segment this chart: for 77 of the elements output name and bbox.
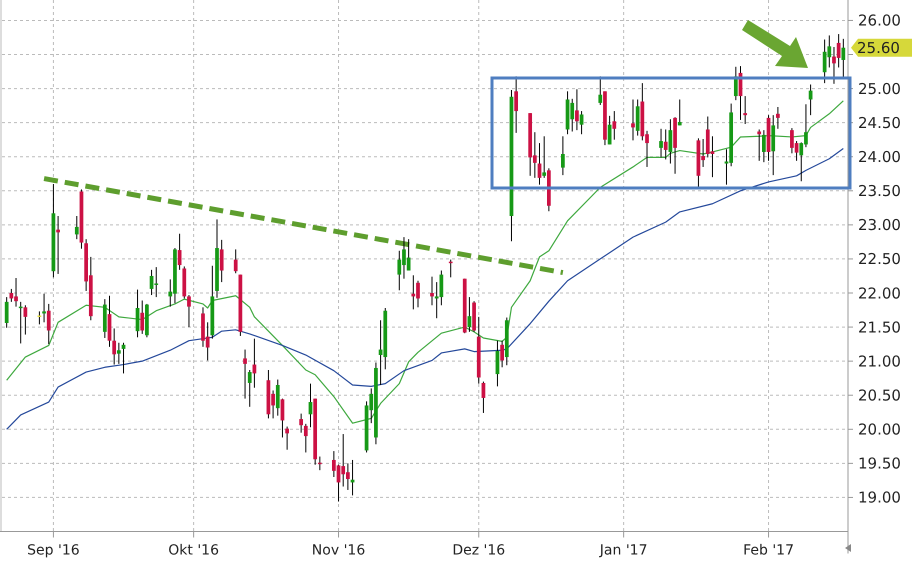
candlestick [808,84,812,116]
y-tick-label: 24.50 [858,114,901,132]
price-tag: 25.60 [851,38,912,57]
line-series [6,100,844,424]
candlestick [776,106,780,130]
y-tick-label: 26.00 [858,12,901,30]
y-tick-label: 20.50 [858,386,901,404]
candlestick [38,310,42,325]
candlestick [248,370,252,408]
candlestick [304,423,308,453]
x-tick-label: Sep '16 [27,542,80,558]
x-tick-label: Nov '16 [312,542,366,558]
y-tick-label: 24.00 [858,148,901,166]
candlestick [561,136,565,176]
y-tick-label: 25.00 [858,80,901,98]
candlestick [738,66,742,120]
candlestick [743,96,748,125]
candlestick [140,300,144,334]
x-tick-label: Okt '16 [168,542,220,558]
candlestick [74,216,79,240]
candlestick [664,128,668,160]
candlestick [350,459,354,496]
y-tick-label: 19.00 [858,488,901,507]
candlestick [575,88,579,131]
candlestick [18,301,23,344]
candlestick [42,293,46,323]
candlestick [116,342,121,364]
y-tick-label: 19.50 [858,454,901,473]
y-tick-label: 21.50 [858,318,901,336]
candlestick [318,456,322,471]
candlestick [482,381,486,414]
candlestick [285,426,289,450]
candlestick [220,239,224,283]
x-tick-label: Dez '16 [452,542,506,558]
candlestick [468,296,472,332]
candlestick [542,136,546,178]
candlestick [56,216,60,274]
candlestick [299,413,304,434]
candlestick [612,110,616,140]
y-tick-label: 20.00 [858,420,901,439]
y-tick-label: 22.00 [858,284,901,302]
candlestick [136,289,140,338]
candlestick [439,270,444,306]
y-tick-label: 22.50 [858,250,901,268]
candlestick [762,130,766,163]
candlestick [580,110,584,135]
line-series [6,148,844,430]
candlestick [252,338,256,388]
candlestick [448,259,453,278]
candlestick [276,379,280,416]
candlestick [631,98,635,141]
candlestick [234,248,238,274]
candlestick [280,398,284,438]
candlestick [678,98,682,126]
candlestick [24,304,28,336]
candlestick [187,294,191,328]
candlestick [112,328,116,366]
candlestick [122,342,126,374]
x-tick-label: Jan '17 [598,542,648,558]
candlestick [46,303,51,345]
candlestick [496,340,500,387]
x-tick-label: Feb '17 [743,542,794,558]
y-tick-label: 21.00 [858,352,901,370]
candlestick [538,142,542,186]
candlestick [608,115,612,145]
candlestick [500,340,504,368]
candlestick [308,383,312,428]
candlestick [841,38,846,78]
y-tick-label: 23.50 [858,182,901,200]
candlestick [4,296,9,328]
y-tick-label: 23.00 [858,216,901,234]
candlestick [659,128,663,158]
candlestick [668,118,672,164]
candlestick [178,233,182,270]
candlestick [430,276,434,306]
candlestick [243,349,247,400]
candlestick [827,34,832,68]
